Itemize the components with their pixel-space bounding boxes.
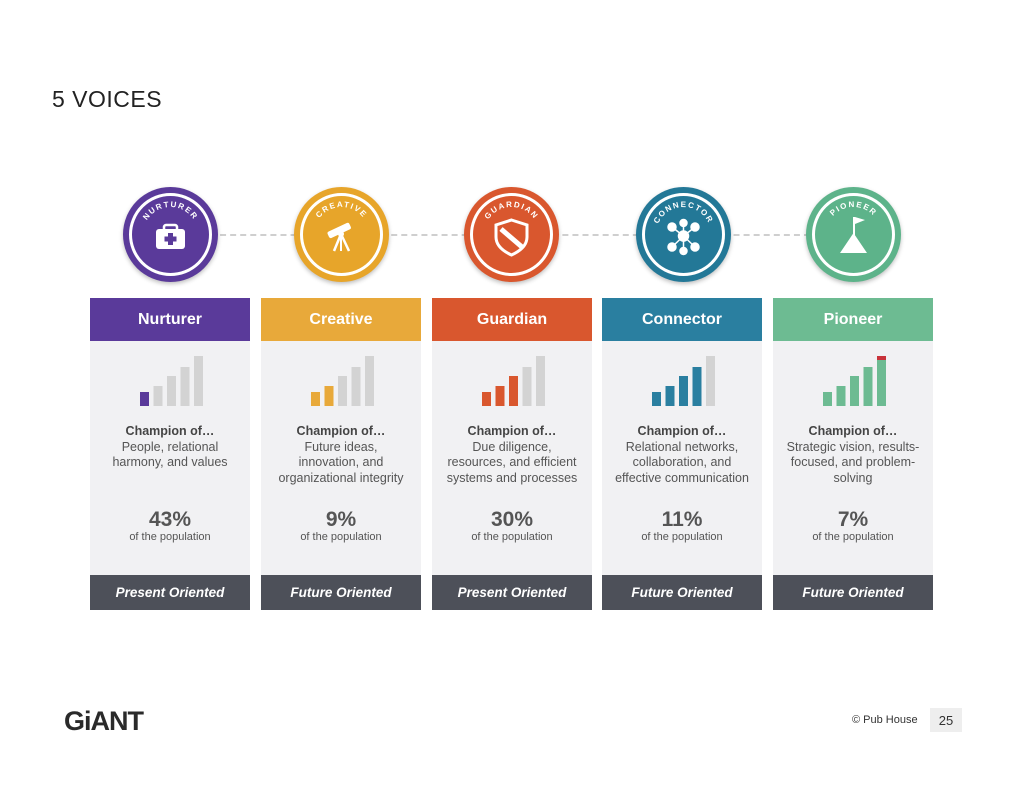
signal-bar xyxy=(338,376,347,406)
signal-bar xyxy=(509,376,518,406)
bar-chart-icon xyxy=(311,356,374,406)
svg-text:GUARDIAN: GUARDIAN xyxy=(483,200,541,221)
card-header: Pioneer xyxy=(773,298,933,341)
champion-lead: Champion of… xyxy=(125,424,215,438)
signal-bar xyxy=(652,392,661,406)
bar-chart-icon xyxy=(823,356,886,406)
percentage: 7% xyxy=(837,508,869,531)
orientation-label: Future Oriented xyxy=(773,575,933,610)
signal-bar xyxy=(692,367,702,406)
champion-description: Future ideas, innovation, and organizati… xyxy=(278,439,404,485)
badge-label: GUARDIAN xyxy=(483,200,539,221)
signal-bar xyxy=(351,367,361,406)
bar-chart-icon xyxy=(482,356,545,406)
connector-badge: CONNECTOR xyxy=(636,187,731,282)
signal-bar xyxy=(850,376,859,406)
network-icon xyxy=(667,218,700,256)
orientation-label: Future Oriented xyxy=(261,575,421,610)
svg-text:CREATIVE: CREATIVE xyxy=(314,200,369,220)
population-label: of the population xyxy=(471,531,553,543)
shield-icon xyxy=(494,218,529,257)
first-aid-kit-icon xyxy=(156,223,185,249)
champion-text: Champion of… People, relational harmony, … xyxy=(90,424,250,471)
population-label: of the population xyxy=(812,531,894,543)
population-label: of the population xyxy=(641,531,723,543)
champion-lead: Champion of… xyxy=(467,424,557,438)
orientation-label: Present Oriented xyxy=(90,575,250,610)
signal-bar xyxy=(522,367,532,406)
voice-card-connector: Connector Champion of… Relational network… xyxy=(602,298,762,610)
population-label: of the population xyxy=(129,531,211,543)
champion-description: Due diligence, resources, and efficient … xyxy=(446,439,578,485)
badge-label: NURTURER xyxy=(141,200,198,222)
signal-bar xyxy=(311,392,320,406)
voice-card-guardian: Guardian Champion of… Due diligence, reso… xyxy=(432,298,592,610)
signal-bar xyxy=(863,367,873,406)
signal-bar xyxy=(706,356,715,406)
percentage: 9% xyxy=(325,508,357,531)
card-header: Creative xyxy=(261,298,421,341)
orientation-label: Future Oriented xyxy=(602,575,762,610)
svg-text:PIONEER: PIONEER xyxy=(828,200,879,218)
guardian-badge: GUARDIAN xyxy=(464,187,559,282)
champion-description: People, relational harmony, and values xyxy=(112,439,228,470)
percentage: 30% xyxy=(490,508,534,531)
champion-lead: Champion of… xyxy=(296,424,386,438)
voice-card-creative: Creative Champion of… Future ideas, innov… xyxy=(261,298,421,610)
signal-bar xyxy=(324,386,334,406)
voice-card-nurturer: Nurturer Champion of… People, relational … xyxy=(90,298,250,610)
population-label: of the population xyxy=(300,531,382,543)
signal-bar xyxy=(877,356,886,406)
card-header: Connector xyxy=(602,298,762,341)
percentage: 11% xyxy=(661,508,703,531)
signal-bar xyxy=(482,392,491,406)
page-number: 25 xyxy=(930,708,962,732)
orientation-label: Present Oriented xyxy=(432,575,592,610)
bar-chart-icon xyxy=(652,356,715,406)
telescope-icon xyxy=(327,222,351,252)
champion-text: Champion of… Future ideas, innovation, an… xyxy=(261,424,421,486)
bar-chart-icon xyxy=(140,356,203,406)
signal-bar xyxy=(823,392,832,406)
card-header: Nurturer xyxy=(90,298,250,341)
champion-text: Champion of… Relational networks, collabo… xyxy=(602,424,762,486)
champion-lead: Champion of… xyxy=(808,424,898,438)
champion-lead: Champion of… xyxy=(637,424,727,438)
signal-bar xyxy=(536,356,545,406)
champion-description: Relational networks, collaboration, and … xyxy=(615,439,749,485)
signal-bar-cap xyxy=(877,356,886,360)
signal-bar xyxy=(679,376,688,406)
signal-bar xyxy=(194,356,203,406)
svg-text:NURTURER: NURTURER xyxy=(141,200,200,222)
giant-logo: GiANT xyxy=(64,706,144,736)
mountain-flag-icon xyxy=(840,217,867,253)
percentage: 43% xyxy=(148,508,192,531)
signal-bar xyxy=(665,386,675,406)
signal-bar xyxy=(495,386,505,406)
card-header: Guardian xyxy=(432,298,592,341)
signal-bar xyxy=(836,386,846,406)
badge-label: PIONEER xyxy=(828,200,877,218)
nurturer-badge: NURTURER xyxy=(123,187,218,282)
champion-text: Champion of… Due diligence, resources, an… xyxy=(432,424,592,486)
signal-bar xyxy=(167,376,176,406)
signal-bar xyxy=(153,386,163,406)
page-title: 5 VOICES xyxy=(52,86,163,112)
champion-text: Champion of… Strategic vision, results-fo… xyxy=(773,424,933,486)
badge-label: CREATIVE xyxy=(314,200,368,220)
signal-bar xyxy=(140,392,149,406)
copyright: © Pub House xyxy=(852,714,918,726)
creative-badge: CREATIVE xyxy=(294,187,389,282)
signal-bar xyxy=(365,356,374,406)
signal-bar xyxy=(180,367,190,406)
voice-card-pioneer: Pioneer Champion of… Strategic vision, re… xyxy=(773,298,933,610)
pioneer-badge: PIONEER xyxy=(806,187,901,282)
champion-description: Strategic vision, results-focused, and p… xyxy=(786,439,920,485)
